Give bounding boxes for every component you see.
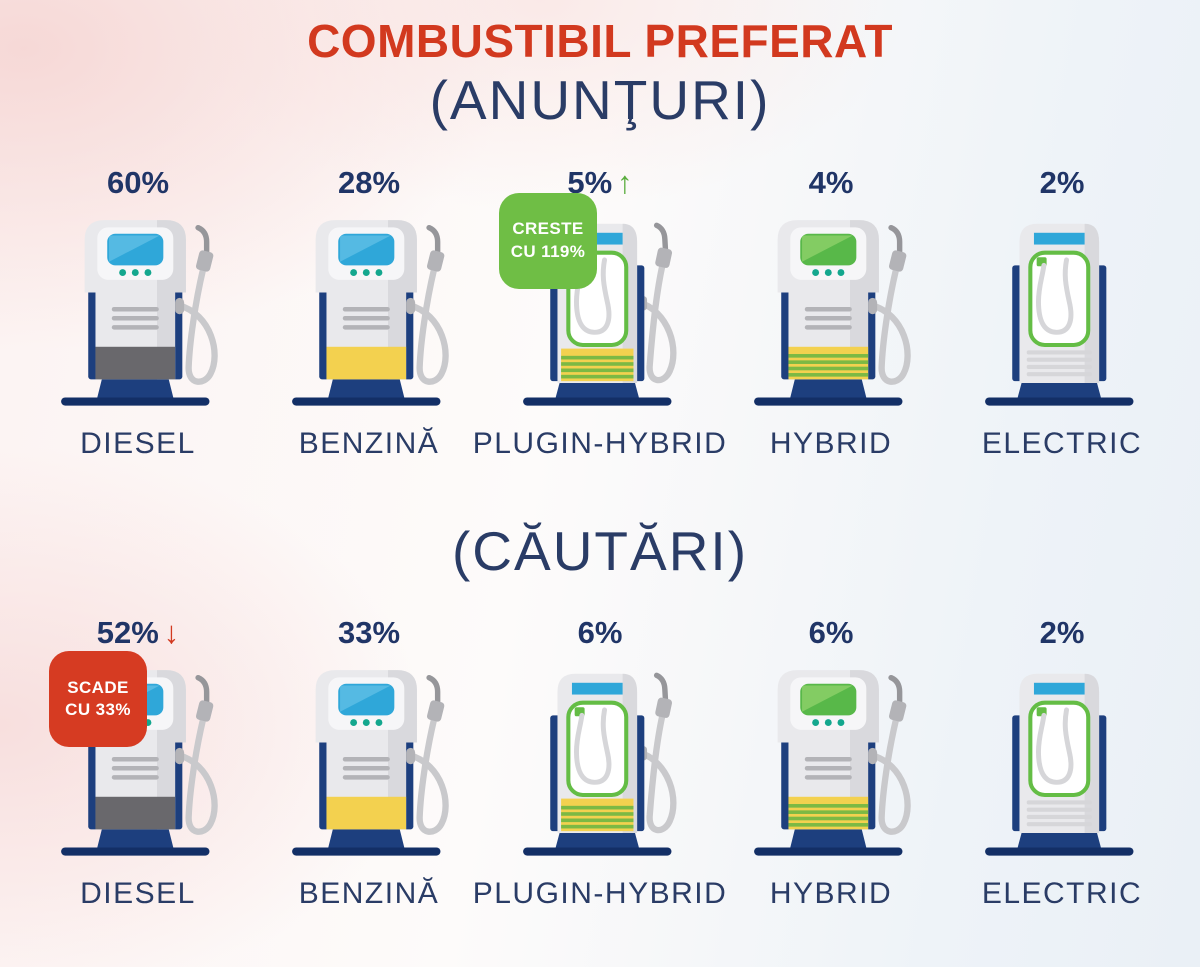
percent-value: 4% [809, 163, 854, 203]
pump-illustration-wrap [274, 661, 464, 862]
fuel-column-plugin-hybrid-cautari: 6% PLUGIN-HYBRID [473, 613, 726, 911]
pump-illustration-wrap [736, 661, 926, 862]
pump-illustration-wrap [967, 211, 1157, 412]
section-subtitle-cautari: (CĂUTĂRI) [451, 519, 749, 582]
page-title: COMBUSTIBIL PREFERAT [307, 15, 893, 67]
pump-illustration-wrap: CRESTE CU 119% [499, 192, 695, 412]
fuel-column-diesel-anunturi: 60% DIESEL [30, 163, 246, 461]
growth-badge: CRESTE CU 119% [499, 192, 597, 289]
fuel-label: PLUGIN-HYBRID [472, 877, 728, 910]
percent-text: 2% [1039, 615, 1085, 650]
percent-text: 52% [96, 615, 159, 650]
fuel-label: ELECTRIC [981, 426, 1143, 460]
badge-line1: SCADE [67, 677, 129, 697]
fuel-label: BENZINĂ [298, 426, 440, 460]
percent-value: 6% [578, 613, 623, 653]
fuel-label: HYBRID [769, 877, 893, 910]
electric-pump-icon [967, 211, 1157, 412]
percent-text: 2% [1039, 164, 1085, 200]
fuel-column-electric-cautari: 2% ELECTRIC [954, 613, 1170, 911]
pump-illustration-wrap: SCADE CU 33% [43, 651, 233, 862]
fuel-column-electric-anunturi: 2% ELECTRIC [954, 163, 1170, 461]
fuel-column-benzina-anunturi: 28% BENZINĂ [261, 163, 477, 461]
section-header-cautari: (CĂUTĂRI) [0, 461, 1200, 582]
percent-text: 28% [337, 164, 401, 200]
fuel-column-plugin-hybrid-anunturi: 5% ↑ CRESTE CU 119% PLUGIN-HYBRID [473, 163, 726, 461]
trend-down-arrow-icon: ↓ [163, 615, 180, 650]
infographic-header: COMBUSTIBIL PREFERAT (ANUNŢURI) [0, 0, 1200, 131]
percent-text: 60% [106, 164, 170, 200]
percent-value: 60% [107, 163, 169, 203]
percent-value: 33% [338, 613, 400, 653]
diesel-pump-icon [43, 211, 233, 412]
badge-line2: CU 33% [65, 700, 131, 719]
percent-text: 33% [337, 615, 401, 650]
pump-illustration-wrap [736, 211, 926, 412]
benzina-pump-icon [274, 211, 464, 412]
percent-value: 6% [809, 613, 854, 653]
pump-row-anunturi: 60% DIESEL 28% [0, 163, 1200, 461]
fuel-label: HYBRID [769, 426, 893, 460]
fuel-label: PLUGIN-HYBRID [472, 426, 728, 460]
pump-illustration-wrap [43, 211, 233, 412]
fuel-column-benzina-cautari: 33% BENZINĂ [261, 613, 477, 911]
badge-line1: CRESTE [512, 219, 584, 239]
pump-row-cautari: 52% ↓ SCADE CU 33% DIESEL 33% [0, 613, 1200, 911]
percent-value: 52% ↓ [97, 613, 180, 653]
fuel-column-hybrid-cautari: 6% HYBRID [723, 613, 939, 911]
fuel-label: DIESEL [80, 877, 196, 910]
fuel-label: ELECTRIC [981, 877, 1143, 910]
benzina-pump-icon [274, 661, 464, 862]
pump-illustration-wrap [274, 211, 464, 412]
hybrid-pump-icon [736, 661, 926, 862]
percent-text: 6% [577, 615, 623, 650]
percent-value: 2% [1040, 613, 1085, 653]
percent-text: 4% [808, 164, 854, 200]
percent-value: 28% [338, 163, 400, 203]
hybrid-pump-icon [736, 211, 926, 412]
fuel-label: BENZINĂ [298, 877, 440, 910]
percent-value: 2% [1040, 163, 1085, 203]
section-subtitle-anunturi: (ANUNŢURI) [429, 69, 771, 131]
badge-line2: CU 119% [510, 241, 586, 261]
fuel-column-diesel-cautari: 52% ↓ SCADE CU 33% DIESEL [30, 613, 246, 911]
fuel-label: DIESEL [80, 426, 196, 460]
plugin-hybrid-pump-icon [505, 661, 695, 862]
fuel-column-hybrid-anunturi: 4% HYBRID [723, 163, 939, 461]
electric-pump-icon [967, 661, 1157, 862]
decline-badge: SCADE CU 33% [49, 651, 147, 747]
trend-up-arrow-icon: ↑ [617, 164, 633, 200]
pump-illustration-wrap [505, 661, 695, 862]
percent-text: 6% [808, 615, 854, 650]
pump-illustration-wrap [967, 661, 1157, 862]
